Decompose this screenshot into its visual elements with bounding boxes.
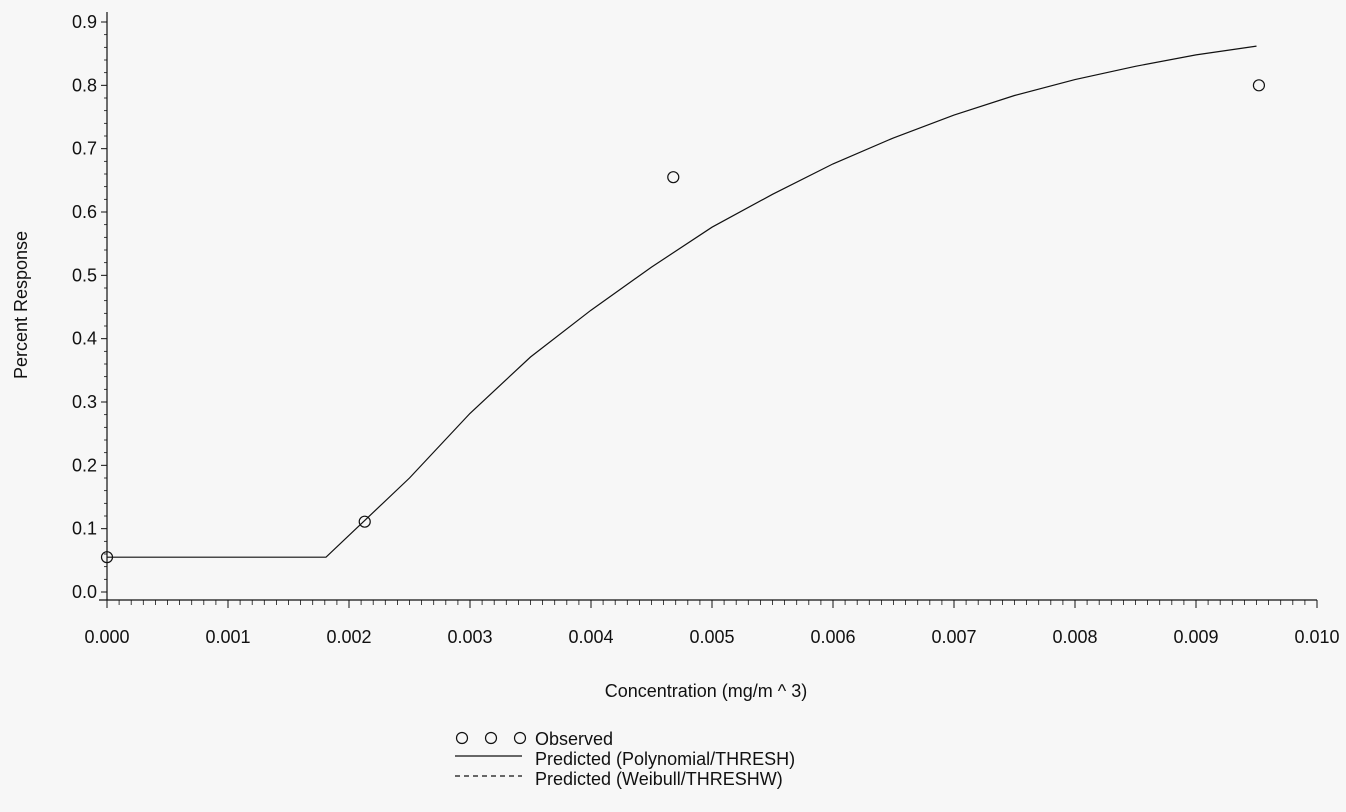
legend-label: Predicted (Weibull/THRESHW)	[535, 769, 783, 789]
plot-area	[100, 45, 1266, 564]
series-line-1	[107, 45, 1257, 558]
y-tick-label: 0.6	[72, 202, 97, 222]
legend-marker-observed	[455, 731, 469, 745]
y-tick-label: 0.9	[72, 12, 97, 32]
y-tick-label: 0.0	[72, 582, 97, 602]
y-tick-label: 0.4	[72, 329, 97, 349]
observed-point	[667, 171, 680, 184]
x-tick-label: 0.000	[84, 627, 129, 647]
x-tick-label: 0.005	[689, 627, 734, 647]
x-axis-label: Concentration (mg/m ^ 3)	[605, 681, 808, 701]
x-tick-label: 0.007	[931, 627, 976, 647]
y-tick-label: 0.2	[72, 455, 97, 475]
y-tick-label: 0.8	[72, 75, 97, 95]
axes: 0.0 0.1 0.2 0.3 0.4 0.5 0.6 0.7 0.8 0.9 0.000 0.001…	[72, 12, 1340, 647]
x-tick-label: 0.002	[326, 627, 371, 647]
y-tick-label: 0.1	[72, 519, 97, 539]
legend-marker-observed	[484, 731, 498, 745]
y-tick-label: 0.7	[72, 139, 97, 159]
observed-point	[1252, 79, 1266, 92]
x-tick-label: 0.003	[447, 627, 492, 647]
x-tick-label: 0.010	[1294, 627, 1339, 647]
y-tick-label: 0.5	[72, 265, 97, 285]
y-tick-label: 0.3	[72, 392, 97, 412]
x-tick-label: 0.006	[810, 627, 855, 647]
x-tick-label: 0.001	[205, 627, 250, 647]
legend-marker-observed	[513, 731, 527, 745]
x-tick-label: 0.008	[1052, 627, 1097, 647]
x-tick-label: 0.004	[568, 627, 613, 647]
legend-label: Predicted (Polynomial/THRESH)	[535, 749, 795, 769]
x-tick-label: 0.009	[1173, 627, 1218, 647]
legend-label: Observed	[535, 729, 613, 749]
observed-point	[358, 515, 371, 528]
y-axis-label: Percent Response	[11, 231, 31, 379]
